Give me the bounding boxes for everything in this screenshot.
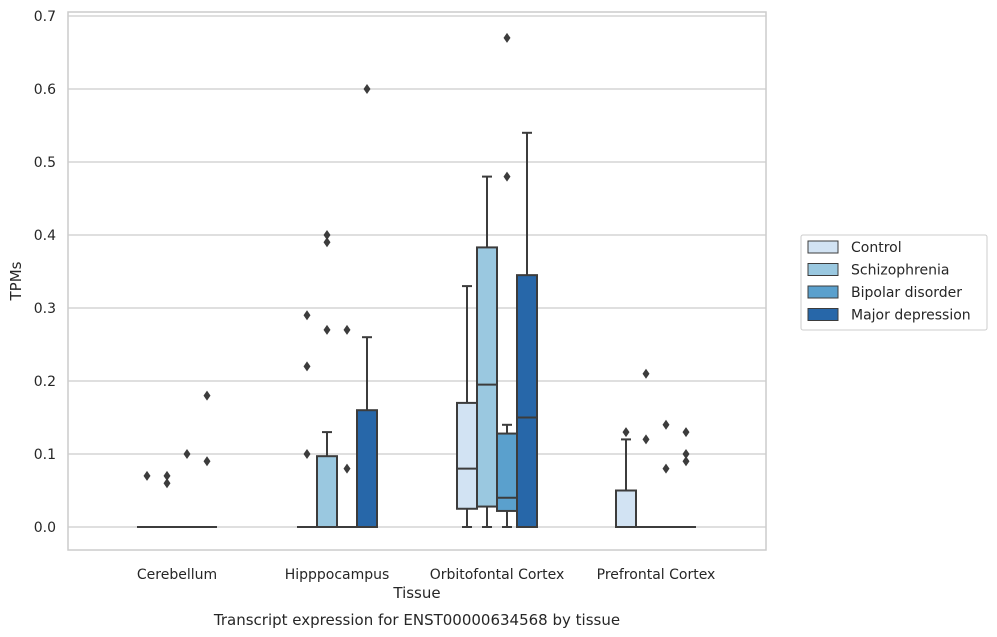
x-tick-label: Orbitofontal Cortex xyxy=(430,567,565,583)
box-body xyxy=(497,434,517,511)
legend-swatch xyxy=(808,309,838,321)
y-tick-label: 0.7 xyxy=(34,9,56,25)
box-body xyxy=(357,410,377,527)
y-tick-label: 0.3 xyxy=(34,301,56,317)
legend: Control Schizophrenia Bipolar disorder Majo… xyxy=(801,235,987,330)
y-tick-label: 0.6 xyxy=(34,82,56,98)
y-tick-label: 0.2 xyxy=(34,374,56,390)
legend-label: Schizophrenia xyxy=(851,263,949,279)
y-tick-label: 0.4 xyxy=(34,228,56,244)
y-tick-label: 0.1 xyxy=(34,447,56,463)
legend-label: Bipolar disorder xyxy=(851,285,962,301)
y-tick-label: 0.5 xyxy=(34,155,56,171)
legend-swatch xyxy=(808,286,838,298)
x-tick-label: Hipppocampus xyxy=(285,567,390,583)
box-body xyxy=(616,491,636,528)
box-body xyxy=(457,403,477,509)
boxplot-chart: 0.0 0.1 0.2 0.3 0.4 0.5 0.6 0.7 Cerebellum Hippp… xyxy=(0,0,997,637)
legend-swatch xyxy=(808,264,838,276)
y-tick-labels: 0.0 0.1 0.2 0.3 0.4 0.5 0.6 0.7 xyxy=(34,9,56,536)
x-tick-labels: Cerebellum Hipppocampus Orbitofontal Corte… xyxy=(137,567,715,583)
x-axis-label: Tissue xyxy=(392,584,440,602)
legend-label: Control xyxy=(851,240,902,256)
x-tick-label: Cerebellum xyxy=(137,567,217,583)
box-body xyxy=(317,456,337,527)
y-axis-label: TPMs xyxy=(7,261,25,301)
legend-label: Major depression xyxy=(851,308,971,324)
legend-swatch xyxy=(808,241,838,253)
plot-area xyxy=(68,12,766,550)
box-body xyxy=(517,275,537,527)
chart-title: Transcript expression for ENST0000063456… xyxy=(213,611,620,629)
box-body xyxy=(477,247,497,506)
y-tick-label: 0.0 xyxy=(34,520,56,536)
x-tick-label: Prefrontal Cortex xyxy=(597,567,716,583)
